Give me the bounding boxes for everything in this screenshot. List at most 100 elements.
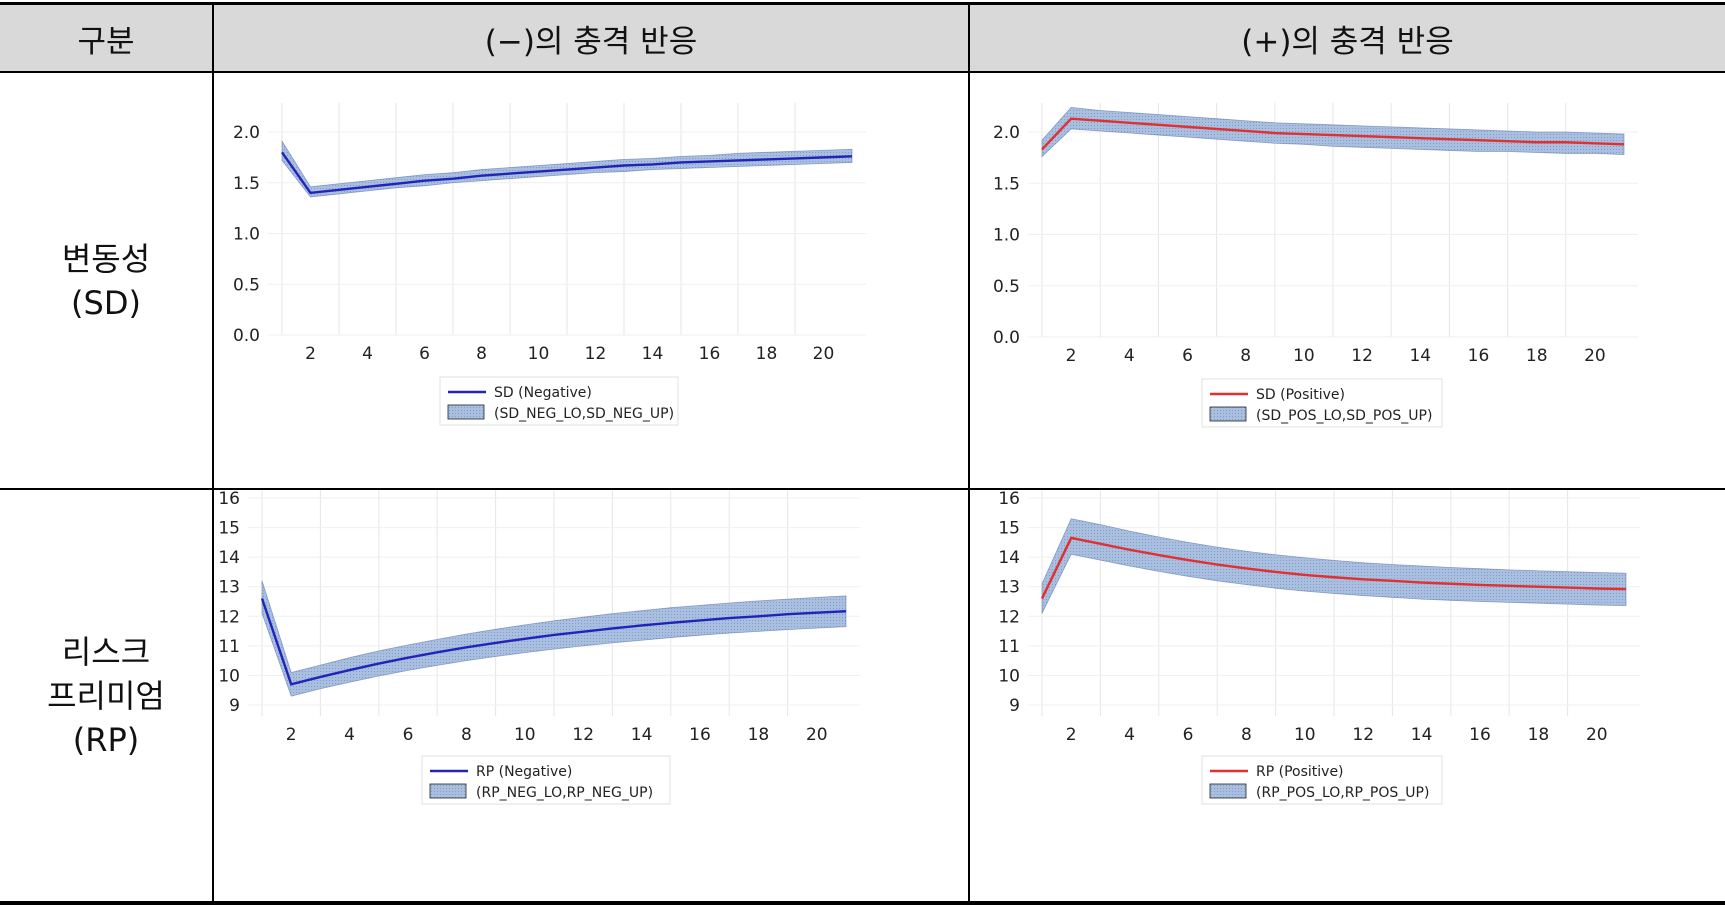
series-line	[281, 151, 853, 195]
y-tick-label: 2.0	[233, 123, 260, 143]
x-tick-label: 6	[1183, 725, 1194, 745]
y-tick-label: 9	[1009, 696, 1020, 716]
y-tick-label: 14	[218, 548, 240, 568]
x-tick-label: 8	[1241, 725, 1252, 745]
y-tick-label: 0.0	[233, 326, 260, 346]
legend: SD (Negative) (SD_NEG_LO,SD_NEG_UP)	[439, 376, 679, 426]
x-tick-label: 12	[1352, 725, 1374, 745]
x-tick-label: 2	[1066, 725, 1077, 745]
series-line	[1041, 117, 1625, 151]
series-line	[1040, 536, 1627, 600]
column-divider-2	[968, 4, 970, 903]
x-tick-label: 16	[699, 344, 721, 364]
row-label-rp-line3: (RP)	[72, 720, 140, 759]
x-tick-label: 4	[1124, 346, 1135, 366]
x-tick-label: 10	[514, 725, 536, 745]
header-positive-shock: (+)의 충격 반응	[1241, 23, 1454, 60]
confidence-band	[261, 580, 847, 697]
legend: RP (Negative) (RP_NEG_LO,RP_NEG_UP)	[421, 755, 671, 805]
y-tick-label: 16	[998, 490, 1020, 509]
x-tick-label: 8	[1240, 346, 1251, 366]
x-tick-label: 6	[403, 725, 414, 745]
x-tick-label: 18	[748, 725, 770, 745]
table-bottom-border	[0, 901, 1725, 905]
y-tick-label: 11	[998, 637, 1020, 657]
confidence-band	[1041, 518, 1627, 614]
header-negative-shock: (−)의 충격 반응	[484, 23, 698, 60]
x-tick-label: 4	[362, 344, 373, 364]
y-tick-label: 2.0	[993, 123, 1020, 143]
legend-series-label: RP (Positive)	[1256, 764, 1344, 780]
legend-series-label: SD (Negative)	[494, 385, 592, 401]
y-tick-label: 1.5	[993, 174, 1020, 194]
x-tick-label: 10	[1294, 725, 1316, 745]
column-divider-1	[212, 4, 214, 903]
x-tick-label: 8	[476, 344, 487, 364]
row-label-rp-line1: 리스크	[61, 632, 151, 671]
y-tick-label: 10	[998, 666, 1020, 686]
y-tick-label: 1.0	[993, 226, 1020, 246]
y-tick-label: 11	[218, 637, 240, 657]
x-tick-label: 20	[1586, 725, 1608, 745]
y-tick-label: 12	[998, 607, 1020, 627]
legend-band-label: (SD_POS_LO,SD_POS_UP)	[1256, 408, 1432, 424]
legend: SD (Positive) (SD_POS_LO,SD_POS_UP)	[1201, 378, 1443, 428]
row-label-rp: 리스크 프리미엄 (RP)	[0, 490, 212, 901]
x-tick-label: 12	[1351, 346, 1373, 366]
legend-series-label: SD (Positive)	[1256, 387, 1345, 403]
y-tick-label: 13	[218, 578, 240, 598]
y-tick-label: 15	[218, 519, 240, 539]
x-tick-label: 20	[1584, 346, 1606, 366]
legend-band-swatch	[1209, 406, 1247, 422]
row-label-sd: 변동성 (SD)	[0, 73, 212, 488]
y-tick-label: 13	[998, 578, 1020, 598]
x-tick-label: 14	[1409, 346, 1431, 366]
y-tick-label: 16	[218, 490, 240, 509]
x-tick-label: 16	[1468, 346, 1490, 366]
x-tick-label: 18	[756, 344, 778, 364]
confidence-band	[1041, 106, 1625, 158]
x-tick-label: 14	[642, 344, 664, 364]
y-tick-label: 15	[998, 519, 1020, 539]
table-header-background	[0, 4, 1725, 72]
x-tick-label: 8	[461, 725, 472, 745]
y-tick-label: 10	[218, 666, 240, 686]
x-tick-label: 2	[305, 344, 316, 364]
chart-sd-positive: 0.0 0.5 1.0 1.5 2.0 2 4 6 8 10 12 14 16 18 20 SD (Posit…	[993, 103, 1638, 428]
row-label-rp-line2: 프리미엄	[47, 676, 165, 715]
y-tick-label: 0.5	[233, 275, 260, 295]
y-tick-label: 0.5	[993, 277, 1020, 297]
chart-rp-negative: 9 10 11 12 13 14 15 16 2 4 6 8 10 12 14 16 18 20 RP (Negat…	[218, 490, 860, 805]
x-tick-label: 4	[1124, 725, 1135, 745]
x-tick-label: 12	[572, 725, 594, 745]
x-tick-label: 18	[1528, 725, 1550, 745]
y-tick-label: 1.5	[233, 174, 260, 194]
x-tick-label: 10	[1293, 346, 1315, 366]
y-tick-label: 14	[998, 548, 1020, 568]
row-divider	[0, 488, 1725, 490]
legend-band-label: (SD_NEG_LO,SD_NEG_UP)	[494, 406, 674, 422]
row-label-sd-line2: (SD)	[71, 283, 141, 322]
legend-band-label: (RP_NEG_LO,RP_NEG_UP)	[476, 785, 653, 801]
x-tick-label: 16	[1469, 725, 1491, 745]
legend-series-label: RP (Negative)	[476, 764, 572, 780]
legend-band-swatch	[447, 404, 485, 420]
x-tick-label: 6	[1182, 346, 1193, 366]
legend: RP (Positive) (RP_POS_LO,RP_POS_UP)	[1201, 755, 1443, 805]
x-tick-label: 2	[1066, 346, 1077, 366]
legend-band-swatch	[1209, 783, 1247, 799]
legend-band-label: (RP_POS_LO,RP_POS_UP)	[1256, 785, 1429, 801]
y-tick-label: 0.0	[993, 328, 1020, 348]
table-top-border	[0, 2, 1725, 5]
header-category: 구분	[77, 23, 135, 60]
x-tick-label: 4	[344, 725, 355, 745]
x-tick-label: 18	[1526, 346, 1548, 366]
row-label-sd-line1: 변동성	[61, 239, 151, 278]
header-bottom-border	[0, 71, 1725, 73]
series-line	[260, 598, 847, 686]
legend-band-swatch	[429, 783, 467, 799]
x-tick-label: 20	[806, 725, 828, 745]
x-tick-label: 14	[631, 725, 653, 745]
x-tick-label: 6	[419, 344, 430, 364]
